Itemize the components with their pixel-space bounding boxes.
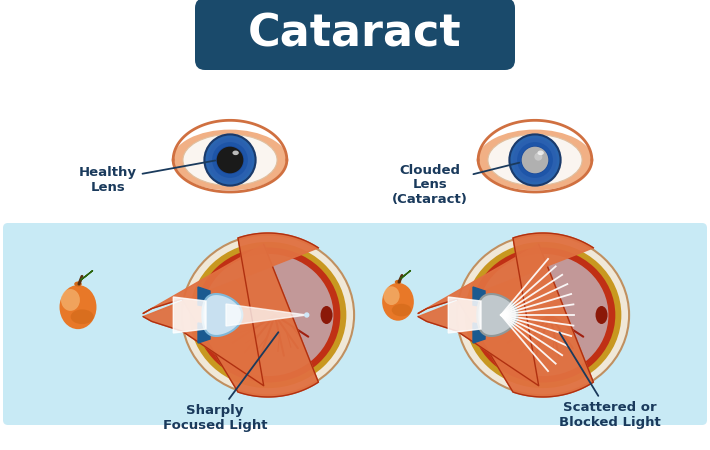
Polygon shape bbox=[81, 270, 93, 280]
Ellipse shape bbox=[204, 135, 256, 185]
Ellipse shape bbox=[513, 138, 557, 182]
Ellipse shape bbox=[383, 286, 400, 305]
Ellipse shape bbox=[217, 147, 244, 173]
Ellipse shape bbox=[395, 280, 401, 284]
Polygon shape bbox=[173, 297, 206, 333]
Polygon shape bbox=[202, 294, 242, 336]
Circle shape bbox=[305, 313, 309, 317]
Text: Cataract: Cataract bbox=[248, 13, 462, 55]
Ellipse shape bbox=[212, 142, 248, 178]
Ellipse shape bbox=[517, 142, 553, 178]
Polygon shape bbox=[448, 297, 481, 333]
Ellipse shape bbox=[182, 234, 354, 396]
Ellipse shape bbox=[537, 151, 544, 155]
Polygon shape bbox=[473, 287, 485, 307]
Ellipse shape bbox=[216, 146, 244, 174]
Polygon shape bbox=[143, 244, 318, 397]
Ellipse shape bbox=[183, 135, 277, 185]
Ellipse shape bbox=[382, 283, 414, 321]
Ellipse shape bbox=[457, 234, 629, 396]
Text: Scattered or
Blocked Light: Scattered or Blocked Light bbox=[559, 333, 661, 429]
Ellipse shape bbox=[478, 254, 608, 376]
Ellipse shape bbox=[521, 146, 549, 174]
Polygon shape bbox=[401, 270, 410, 279]
Ellipse shape bbox=[477, 130, 593, 190]
Ellipse shape bbox=[464, 242, 621, 388]
Ellipse shape bbox=[488, 135, 582, 185]
Polygon shape bbox=[418, 233, 594, 386]
Ellipse shape bbox=[320, 306, 332, 324]
Text: Clouded
Lens
(Cataract): Clouded Lens (Cataract) bbox=[392, 162, 519, 207]
Ellipse shape bbox=[471, 248, 616, 382]
Text: Healthy
Lens: Healthy Lens bbox=[79, 161, 215, 194]
Ellipse shape bbox=[60, 285, 97, 329]
Polygon shape bbox=[198, 323, 210, 343]
Ellipse shape bbox=[196, 248, 340, 382]
Ellipse shape bbox=[75, 282, 82, 287]
FancyBboxPatch shape bbox=[195, 0, 515, 70]
Ellipse shape bbox=[522, 147, 548, 173]
Ellipse shape bbox=[596, 306, 608, 324]
Polygon shape bbox=[226, 304, 307, 326]
Ellipse shape bbox=[232, 151, 239, 155]
Ellipse shape bbox=[173, 130, 288, 190]
Ellipse shape bbox=[509, 135, 561, 185]
Ellipse shape bbox=[202, 254, 334, 376]
Polygon shape bbox=[198, 287, 210, 307]
Ellipse shape bbox=[61, 289, 80, 311]
Ellipse shape bbox=[535, 153, 542, 161]
FancyBboxPatch shape bbox=[3, 223, 707, 425]
Polygon shape bbox=[143, 233, 318, 386]
Ellipse shape bbox=[208, 138, 252, 182]
Ellipse shape bbox=[190, 242, 346, 388]
Ellipse shape bbox=[392, 304, 412, 316]
Ellipse shape bbox=[71, 310, 94, 324]
Text: Sharply
Focused Light: Sharply Focused Light bbox=[163, 332, 278, 432]
Polygon shape bbox=[473, 323, 485, 343]
Polygon shape bbox=[418, 244, 594, 397]
Polygon shape bbox=[477, 294, 518, 336]
